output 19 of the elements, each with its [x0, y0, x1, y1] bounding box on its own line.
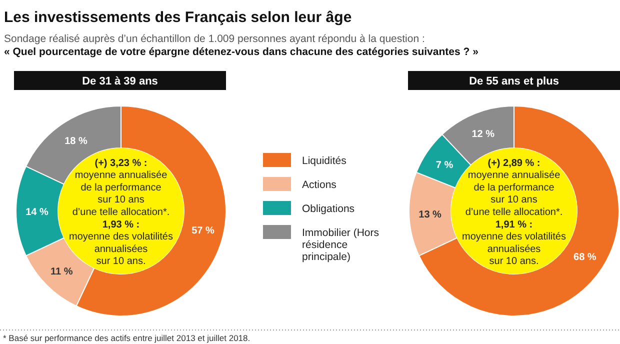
data-label: 57 %: [192, 225, 214, 236]
data-label: 68 %: [574, 252, 596, 264]
data-label: 18 %: [64, 136, 88, 148]
data-label: 11 %: [50, 266, 73, 278]
data-label: 13 %: [418, 210, 442, 221]
text: De 31 à 39 ans: [82, 76, 158, 88]
legend-label: Immobilier (Hors résidence principale): [302, 227, 380, 263]
data-label: 7 %: [436, 160, 454, 171]
legend-label: Actions: [302, 179, 336, 191]
text: (+) 3,23 % : moyenne annualisée de la performance sur 10 ans d’une telle allocation*. 1,93 % : moyenne des volatilités annualisées sur 10 ans.: [69, 158, 173, 268]
data-label: 14 %: [26, 207, 49, 218]
legend-label: Liquidités: [302, 155, 346, 167]
chart-title: Les investissements des Français selon leur âge: [4, 9, 352, 26]
data-label: 12 %: [472, 128, 495, 140]
text: * Basé sur performance des actifs entre juillet 2013 et juillet 2018.: [3, 333, 250, 343]
text: De 55 ans et plus: [469, 76, 559, 88]
text: (+) 2,89 % : moyenne annualisée de la performance sur 10 ans d’une telle allocation*. 1,91 % : moyenne des volatilités annualisées sur 10 ans.: [462, 158, 566, 268]
chart-subtitle: Sondage réalisé auprès d’un échantillon de 1.009 personnes ayant répondu à la question : « Quel pourcentage de votre épargne détenez-vous dans chacune des catégories suivantes ? »: [4, 33, 479, 58]
legend-label: Obligations: [302, 203, 355, 215]
